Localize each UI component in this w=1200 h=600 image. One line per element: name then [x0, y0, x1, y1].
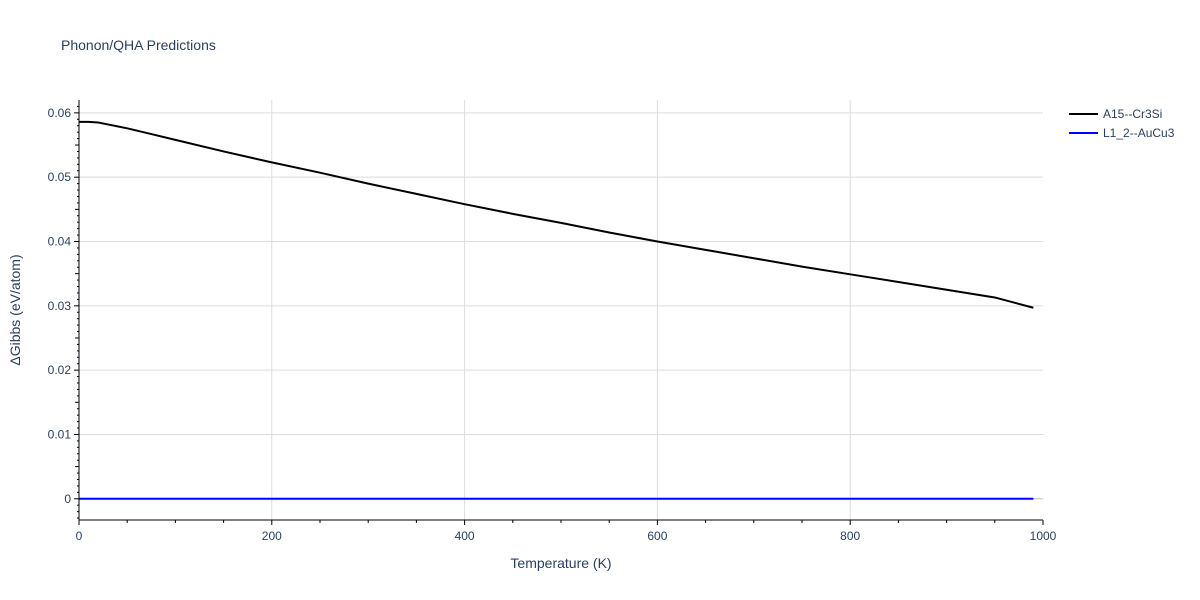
y-tick-label: 0.02 — [48, 363, 72, 377]
x-tick-label: 200 — [262, 529, 282, 543]
y-axis-title: ΔGibbs (eV/atom) — [7, 254, 23, 365]
x-tick-label: 0 — [76, 529, 83, 543]
series-line-1[interactable] — [79, 120, 1034, 309]
legend-item[interactable]: L1_2--AuCu3 — [1069, 126, 1175, 140]
legend-item[interactable]: A15--Cr3Si — [1069, 107, 1162, 121]
legend-label: A15--Cr3Si — [1103, 107, 1162, 121]
y-tick-label: 0.03 — [48, 299, 72, 313]
x-tick-label: 400 — [455, 529, 475, 543]
legend-label: L1_2--AuCu3 — [1103, 126, 1175, 140]
x-tick-label: 600 — [647, 529, 667, 543]
y-tick-label: 0 — [64, 492, 71, 506]
x-axis-title: Temperature (K) — [510, 555, 611, 571]
y-tick-label: 0.06 — [48, 106, 72, 120]
chart-title: Phonon/QHA Predictions — [61, 37, 216, 53]
axes: 0 200 400 600 800 1000 0 0.01 0.02 0.03 0.04 0.05 0.… — [48, 100, 1057, 543]
x-tick-label: 1000 — [1030, 529, 1057, 543]
legend[interactable]: A15--Cr3Si L1_2--AuCu3 — [1069, 107, 1175, 140]
y-tick-label: 0.01 — [48, 427, 72, 441]
y-tick-label: 0.05 — [48, 170, 72, 184]
x-tick-label: 800 — [840, 529, 860, 543]
series-lines — [79, 120, 1034, 500]
y-tick-label: 0.04 — [48, 235, 72, 249]
gridlines — [79, 100, 1043, 520]
